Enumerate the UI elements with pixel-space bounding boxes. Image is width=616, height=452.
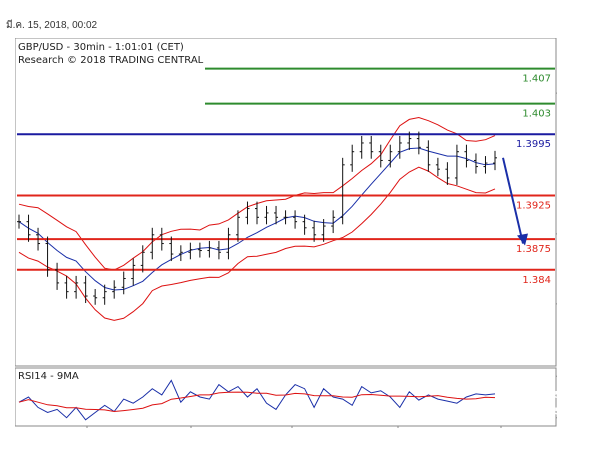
rsi-lines — [18, 379, 496, 421]
level-label: 1.3925 — [516, 200, 551, 211]
level-label: 1.403 — [522, 109, 551, 120]
level-label: 1.407 — [522, 74, 551, 85]
level-label: 1.3875 — [516, 244, 551, 255]
chart-subtitle: Research © 2018 TRADING CENTRAL — [18, 55, 204, 66]
chart-title: GBP/USD - 30min - 1:01:01 (CET) — [18, 42, 184, 53]
rsi-panel-border — [14, 367, 557, 427]
top-bar: มี.ค. 15, 2018, 00:02 — [0, 0, 616, 34]
rsi-tag-text: 53.1128 — [554, 390, 557, 401]
moving-average-line — [18, 147, 496, 291]
support-resistance-levels: 1.407 1.403 1.3995 1.3925 1.3875 1.384 — [17, 67, 555, 286]
rsi-ma-line — [18, 391, 496, 413]
projection-arrowhead — [517, 233, 528, 246]
level-label: 1.384 — [522, 275, 551, 286]
rsi-tag-text: 50.2951 — [554, 407, 557, 418]
candles — [17, 131, 528, 305]
lower-band-line — [18, 166, 496, 321]
date-label: มี.ค. 15, 2018, 00:02 — [6, 20, 98, 31]
rsi-title: RSI14 - 9MA — [18, 371, 79, 382]
price-panel-border — [14, 37, 557, 367]
projection-arrow-line — [502, 157, 524, 244]
level-label: 1.3995 — [516, 139, 551, 150]
